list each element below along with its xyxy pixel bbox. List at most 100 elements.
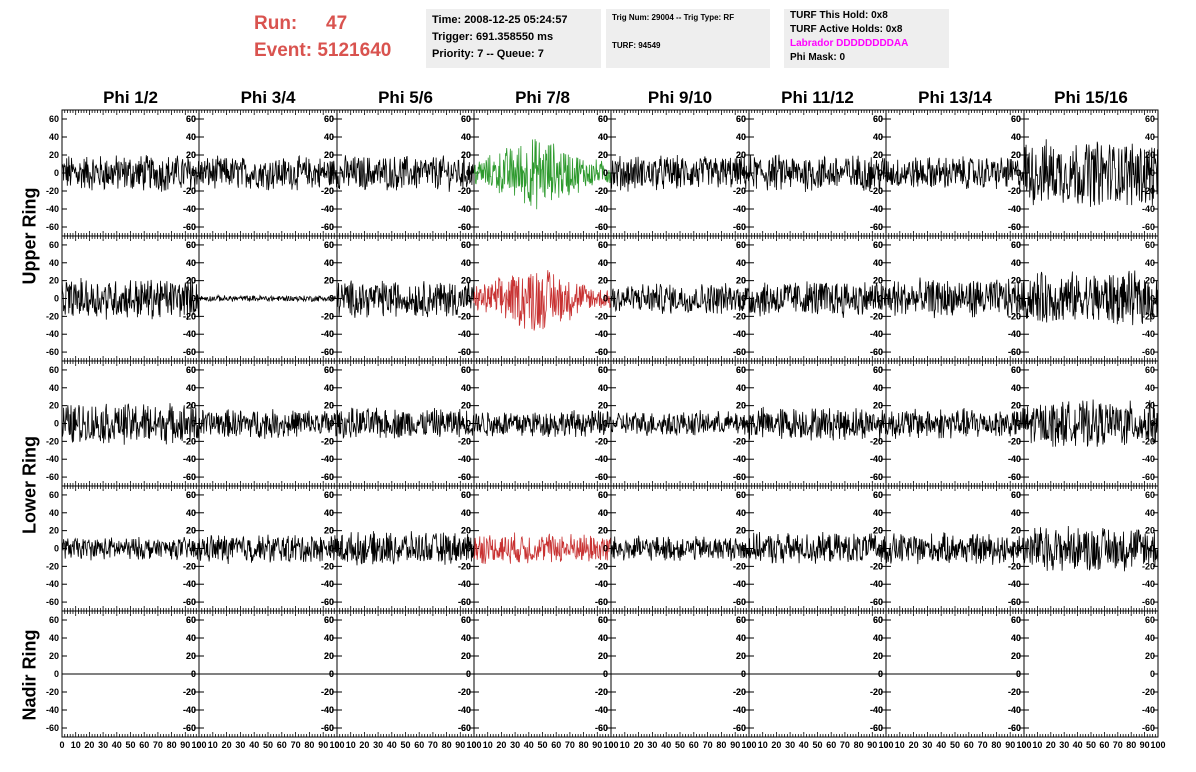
y-tick-label-right: 20 [1011, 526, 1021, 536]
y-tick-label: 0 [878, 168, 883, 178]
y-tick-label: 20 [186, 401, 196, 411]
y-tick-label-right: 60 [186, 114, 196, 124]
y-tick-label: -20 [595, 186, 608, 196]
y-tick-label: -20 [46, 186, 59, 196]
y-tick-label-right: 40 [736, 633, 746, 643]
event-value: 5121640 [317, 40, 392, 61]
y-tick-label-right: -40 [458, 204, 471, 214]
y-tick-label: 0 [741, 168, 746, 178]
y-tick-label-right: 60 [873, 114, 883, 124]
y-tick-label-right: -60 [733, 347, 746, 357]
waveform-trace [473, 139, 612, 210]
y-tick-label-right: -40 [458, 329, 471, 339]
y-tick-label-right: 40 [873, 383, 883, 393]
y-tick-label-right: -60 [1008, 222, 1021, 232]
y-tick-label: 0 [329, 168, 334, 178]
waveform-trace [610, 283, 750, 314]
y-tick-label: 40 [186, 132, 196, 142]
y-tick-label: -40 [733, 705, 746, 715]
y-tick-label-right: -20 [458, 687, 471, 697]
y-tick-label-right: 40 [1145, 383, 1155, 393]
y-tick-label-right: -60 [870, 472, 883, 482]
y-tick-label: 40 [598, 258, 608, 268]
y-tick-label-right: 60 [324, 365, 334, 375]
y-tick-label: -40 [595, 705, 608, 715]
waveform-trace [336, 407, 475, 440]
y-tick-label-right: 40 [598, 383, 608, 393]
y-tick-label: 60 [324, 615, 334, 625]
trigger-text: Trigger: 691.358550 ms [432, 31, 554, 43]
y-tick-label-right: -60 [183, 222, 196, 232]
y-tick-label: -60 [321, 472, 334, 482]
y-tick-label: 40 [598, 633, 608, 643]
y-tick-label-right: -40 [733, 454, 746, 464]
y-tick-label-right: -20 [1008, 311, 1021, 321]
y-tick-label-right: 20 [1011, 401, 1021, 411]
y-tick-label: 60 [873, 114, 883, 124]
y-tick-label-right: -60 [870, 347, 883, 357]
y-tick-label-right: 20 [736, 276, 746, 286]
y-tick-label-right: 60 [598, 365, 608, 375]
y-tick-label: 40 [873, 383, 883, 393]
y-tick-label: 40 [186, 633, 196, 643]
y-tick-label: 0 [603, 544, 608, 554]
run-value: 47 [326, 13, 348, 34]
y-tick-label: 40 [324, 508, 334, 518]
y-tick-label: -60 [321, 222, 334, 232]
y-tick-label-right: -40 [183, 579, 196, 589]
y-tick-label-right: 0 [466, 294, 471, 304]
y-tick-label: 20 [186, 276, 196, 286]
y-tick-label: 0 [329, 544, 334, 554]
y-tick-label-right: 40 [736, 132, 746, 142]
y-tick-label-right: 60 [598, 240, 608, 250]
waveform-trace [473, 270, 612, 331]
y-tick-label: 60 [736, 490, 746, 500]
y-tick-label-right: -20 [733, 436, 746, 446]
waveform-trace [1023, 270, 1159, 326]
y-tick-label: -20 [183, 311, 196, 321]
y-tick-label-right: 60 [186, 490, 196, 500]
y-tick-label-right: 20 [324, 276, 334, 286]
y-tick-label: 60 [461, 114, 471, 124]
y-tick-label-right: -20 [733, 311, 746, 321]
y-tick-label: 40 [461, 508, 471, 518]
y-tick-label-right: -40 [321, 579, 334, 589]
y-tick-label: 0 [1016, 168, 1021, 178]
y-tick-label-right: 60 [1145, 240, 1155, 250]
y-tick-label: 0 [741, 294, 746, 304]
y-tick-label-right: 60 [1145, 114, 1155, 124]
y-tick-label-right: -40 [1142, 454, 1155, 464]
y-tick-label: 20 [873, 150, 883, 160]
y-tick-label-right: -20 [1008, 436, 1021, 446]
y-tick-label-right: -40 [595, 204, 608, 214]
y-tick-label-right: -40 [870, 329, 883, 339]
y-tick-label: -20 [183, 687, 196, 697]
y-tick-label-right: 60 [598, 490, 608, 500]
y-tick-label: 20 [461, 401, 471, 411]
y-tick-label-right: -60 [1142, 597, 1155, 607]
y-tick-label-right: -60 [183, 472, 196, 482]
y-tick-label: 0 [1016, 419, 1021, 429]
y-tick-label: -40 [46, 204, 59, 214]
turf-info-box: TURF This Hold: 0x8 TURF Active Holds: 0… [784, 9, 949, 68]
priority-text: Priority: 7 -- Queue: 7 [432, 48, 544, 60]
y-tick-label: -20 [595, 561, 608, 571]
y-tick-label: 0 [54, 419, 59, 429]
y-tick-label: 0 [191, 419, 196, 429]
y-tick-label-right: 20 [598, 526, 608, 536]
y-tick-label: 0 [878, 419, 883, 429]
y-tick-label-right: -60 [458, 597, 471, 607]
y-tick-label-right: 20 [324, 150, 334, 160]
y-tick-label-right: -60 [595, 347, 608, 357]
y-tick-label-right: -60 [321, 597, 334, 607]
y-tick-label: 40 [873, 508, 883, 518]
y-tick-label-right: 0 [329, 544, 334, 554]
y-tick-label: -20 [46, 687, 59, 697]
y-tick-label-right: 20 [736, 651, 746, 661]
y-tick-label-right: -40 [1008, 329, 1021, 339]
y-tick-label-right: 60 [186, 615, 196, 625]
y-tick-label: -60 [870, 597, 883, 607]
y-tick-label-right: -40 [870, 204, 883, 214]
y-tick-label: -20 [458, 561, 471, 571]
y-tick-label: 0 [466, 669, 471, 679]
